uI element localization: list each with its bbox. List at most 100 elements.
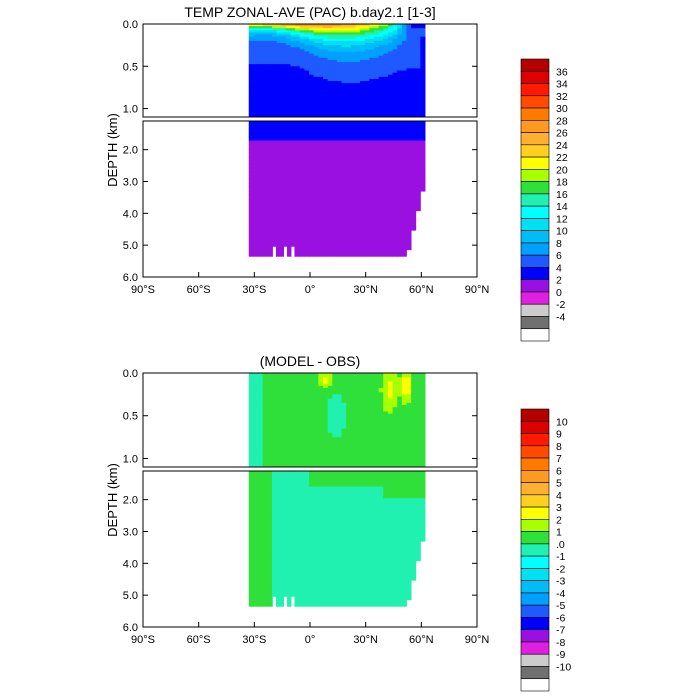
field-cell	[355, 183, 361, 188]
field-cell	[285, 537, 291, 542]
field-cell	[248, 498, 254, 503]
field-cell	[350, 599, 356, 604]
field-cell	[346, 572, 352, 577]
field-cell	[350, 379, 356, 382]
field-cell	[267, 206, 273, 212]
field-cell	[341, 517, 347, 523]
field-cell	[374, 148, 380, 153]
field-cell	[253, 72, 259, 76]
field-cell	[281, 375, 287, 378]
field-cell	[374, 202, 380, 208]
field-cell	[267, 400, 273, 404]
field-cell	[262, 49, 268, 52]
field-cell	[281, 407, 287, 410]
field-cell	[290, 95, 296, 99]
field-cell	[355, 434, 361, 438]
field-cell	[295, 537, 301, 542]
field-cell	[411, 104, 417, 107]
field-cell	[313, 490, 319, 495]
field-cell	[411, 59, 417, 63]
field-cell	[350, 156, 356, 161]
field-cell	[336, 545, 342, 550]
colorbar-label: 26	[556, 128, 568, 140]
field-cell	[346, 441, 352, 444]
field-cell	[322, 112, 329, 116]
field-cell	[355, 398, 361, 402]
field-cell	[309, 238, 315, 243]
field-cell	[378, 89, 384, 93]
field-cell	[299, 591, 305, 597]
field-cell	[415, 66, 421, 69]
field-cell	[276, 537, 282, 542]
field-cell	[295, 584, 301, 589]
field-cell	[415, 30, 421, 33]
field-cell	[322, 66, 329, 69]
field-cell	[374, 218, 380, 223]
field-cell	[271, 490, 277, 495]
field-cell	[309, 59, 315, 63]
field-cell	[295, 422, 301, 425]
field-cell	[299, 53, 305, 57]
field-cell	[295, 430, 301, 434]
field-cell	[304, 458, 310, 461]
field-cell	[290, 26, 296, 29]
field-cell	[281, 45, 287, 48]
field-cell	[304, 588, 310, 593]
field-cell	[304, 62, 310, 65]
field-cell	[383, 72, 389, 76]
field-cell	[290, 434, 296, 438]
field-cell	[378, 97, 384, 101]
field-cell	[355, 206, 361, 212]
field-cell	[392, 140, 398, 145]
field-cell	[350, 454, 356, 457]
field-cell	[327, 66, 333, 69]
field-cell	[309, 471, 315, 476]
field-cell	[248, 78, 254, 82]
colorbar-label: -4	[556, 311, 565, 323]
field-cell	[281, 385, 287, 389]
field-cell	[350, 513, 356, 519]
field-cell	[309, 121, 315, 126]
field-cell	[248, 443, 254, 447]
field-cell	[295, 97, 301, 101]
field-cell	[313, 241, 319, 247]
field-cell	[364, 85, 370, 88]
field-cell	[271, 398, 277, 402]
field-cell	[318, 533, 324, 538]
field-cell	[387, 30, 393, 33]
field-cell	[313, 576, 319, 581]
field-cell	[318, 428, 324, 432]
field-cell	[262, 132, 268, 137]
field-cell	[336, 132, 342, 137]
field-cell	[313, 78, 319, 82]
field-cell	[262, 66, 268, 69]
field-cell	[248, 199, 254, 204]
field-cell	[341, 32, 347, 35]
field-cell	[290, 108, 296, 112]
field-cell	[299, 55, 305, 59]
field-cell	[281, 474, 287, 480]
field-cell	[355, 580, 361, 585]
field-cell	[318, 210, 324, 215]
field-cell	[392, 26, 398, 29]
field-cell	[383, 144, 389, 149]
field-cell	[420, 114, 426, 118]
field-cell	[350, 392, 356, 395]
field-cell	[369, 110, 375, 114]
field-cell	[271, 564, 277, 569]
field-cell	[336, 541, 342, 546]
field-cell	[285, 206, 291, 212]
field-cell	[387, 36, 393, 40]
field-cell	[322, 422, 329, 425]
field-cell	[313, 30, 319, 33]
field-cell	[392, 230, 398, 235]
field-cell	[276, 95, 282, 99]
field-cell	[378, 238, 384, 243]
field-cell	[295, 398, 301, 402]
field-cell	[420, 91, 426, 95]
field-cell	[327, 506, 333, 511]
field-cell	[327, 110, 333, 114]
field-cell	[420, 45, 426, 48]
field-cell	[336, 78, 342, 82]
field-cell	[281, 411, 287, 414]
